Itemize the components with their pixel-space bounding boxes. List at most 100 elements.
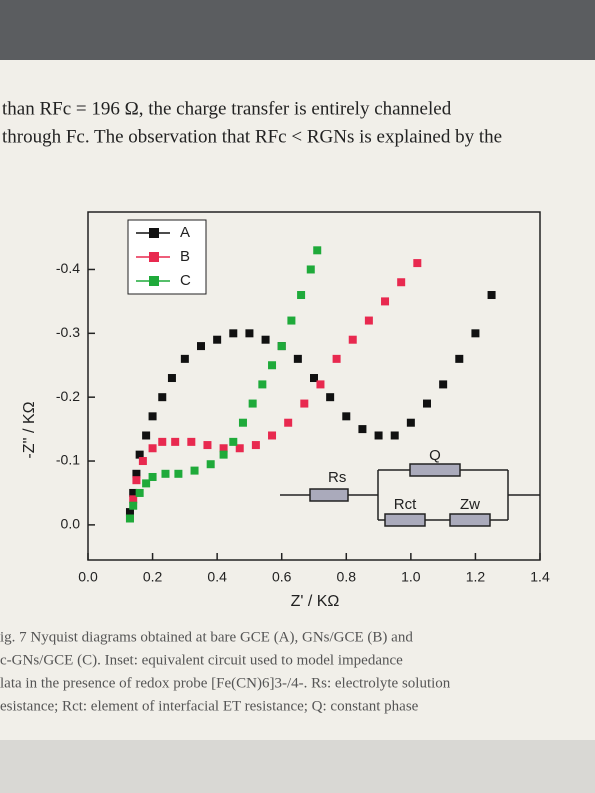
point [251,441,260,450]
point [310,374,318,383]
point [129,495,138,504]
legend-swatch [149,276,159,286]
point [132,476,141,485]
caption-line: esistance; Rct: element of interfacial E… [0,698,419,714]
point [293,354,302,363]
point [135,488,144,497]
paper [0,60,595,740]
caption-line: ig. 7 Nyquist diagrams obtained at bare … [0,629,413,645]
point [268,361,277,370]
point [129,501,138,510]
point [148,444,157,453]
point [471,329,480,338]
point [455,354,464,363]
inset-label: Zw [460,496,480,513]
point [219,444,228,453]
point [158,393,167,402]
legend-swatch [149,252,159,262]
point [219,450,228,459]
inset-label: Rct [394,496,417,513]
point [306,265,315,274]
inset-label: Q [429,447,441,464]
point [180,354,189,363]
point [187,437,196,446]
point [206,460,215,469]
point [297,291,306,300]
legend-label: A [180,224,190,241]
point [135,450,144,459]
point [213,335,222,344]
point [132,469,141,478]
resistor [384,513,426,527]
point [158,437,167,446]
x-axis-title: Z' / KΩ [291,593,340,610]
x-tick-label: 0.2 [143,569,163,585]
legend-label: B [180,248,190,265]
point [248,399,257,408]
point [487,291,496,300]
body-text: than RFc = 196 Ω, the charge transfer is… [2,98,452,119]
x-tick-label: 1.4 [530,569,550,585]
y-axis-title: -Z'' / KΩ [21,401,38,458]
point [238,418,247,427]
point [326,393,335,402]
point [148,472,157,481]
x-tick-label: 0.8 [337,569,357,585]
y-tick-label: -0.3 [56,324,80,340]
point [148,412,157,421]
point [197,342,205,351]
point [381,297,390,306]
point [358,425,367,434]
warburg [449,513,491,527]
point [203,441,212,450]
point [413,259,422,268]
legend-label: C [180,272,191,289]
legend-swatch [149,228,159,238]
y-tick-label: -0.2 [56,388,80,404]
screen-bottom [0,740,595,793]
point [125,508,134,517]
caption-line: lata in the presence of redox probe [Fe(… [0,675,451,691]
x-tick-label: 1.2 [466,569,486,585]
point [406,418,415,427]
point [423,399,431,408]
point [125,514,134,523]
point [161,469,170,478]
point [129,488,138,497]
point [142,479,151,488]
point [364,316,373,325]
point [174,469,183,478]
point [261,335,270,344]
point [342,412,351,421]
point [277,342,286,351]
point [397,278,406,287]
screen-edge [0,0,595,60]
inset-label: Rs [328,469,346,486]
y-tick-label: -0.1 [56,452,80,468]
point [332,354,341,363]
point [313,246,322,255]
point [245,329,254,338]
point [142,431,151,440]
point [390,431,399,440]
point [348,335,357,344]
point [284,418,293,427]
point [190,466,199,475]
point [229,437,238,446]
y-tick-label: 0.0 [61,516,81,532]
plot-frame [87,211,541,561]
point [268,431,277,440]
point [138,457,147,466]
point [300,399,309,408]
resistor [309,488,349,502]
point [235,444,244,453]
circuit-inset [280,463,540,527]
point [374,431,383,440]
x-tick-label: 0.0 [78,569,98,585]
y-tick-label: -0.4 [56,260,80,276]
point [171,437,180,446]
x-tick-label: 0.4 [207,569,227,585]
body-text: through Fc. The observation that RFc < R… [2,126,502,147]
